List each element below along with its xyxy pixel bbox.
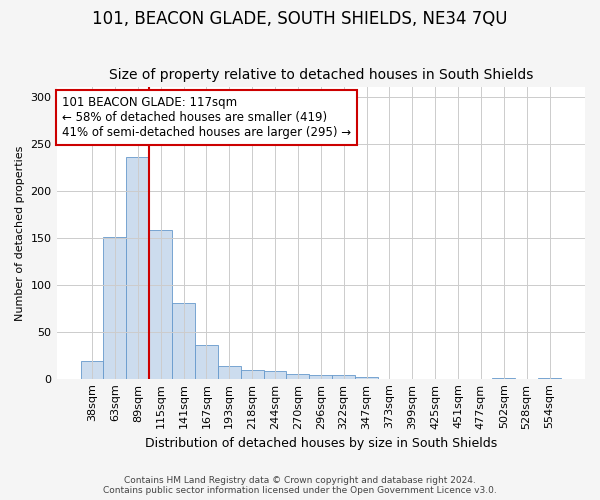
Bar bbox=[103, 237, 127, 378]
Y-axis label: Number of detached properties: Number of detached properties bbox=[15, 146, 25, 320]
Title: Size of property relative to detached houses in South Shields: Size of property relative to detached ho… bbox=[109, 68, 533, 82]
Bar bbox=[241, 370, 263, 378]
Bar bbox=[286, 374, 310, 378]
Bar bbox=[172, 302, 195, 378]
Text: 101 BEACON GLADE: 117sqm
← 58% of detached houses are smaller (419)
41% of semi-: 101 BEACON GLADE: 117sqm ← 58% of detach… bbox=[62, 96, 351, 139]
Bar bbox=[355, 377, 378, 378]
Bar bbox=[80, 361, 103, 378]
Bar bbox=[332, 375, 355, 378]
Bar bbox=[149, 230, 172, 378]
Bar bbox=[195, 345, 218, 378]
Bar bbox=[218, 366, 241, 378]
Bar bbox=[310, 375, 332, 378]
X-axis label: Distribution of detached houses by size in South Shields: Distribution of detached houses by size … bbox=[145, 437, 497, 450]
Bar bbox=[127, 157, 149, 378]
Text: Contains HM Land Registry data © Crown copyright and database right 2024.
Contai: Contains HM Land Registry data © Crown c… bbox=[103, 476, 497, 495]
Bar bbox=[263, 371, 286, 378]
Text: 101, BEACON GLADE, SOUTH SHIELDS, NE34 7QU: 101, BEACON GLADE, SOUTH SHIELDS, NE34 7… bbox=[92, 10, 508, 28]
